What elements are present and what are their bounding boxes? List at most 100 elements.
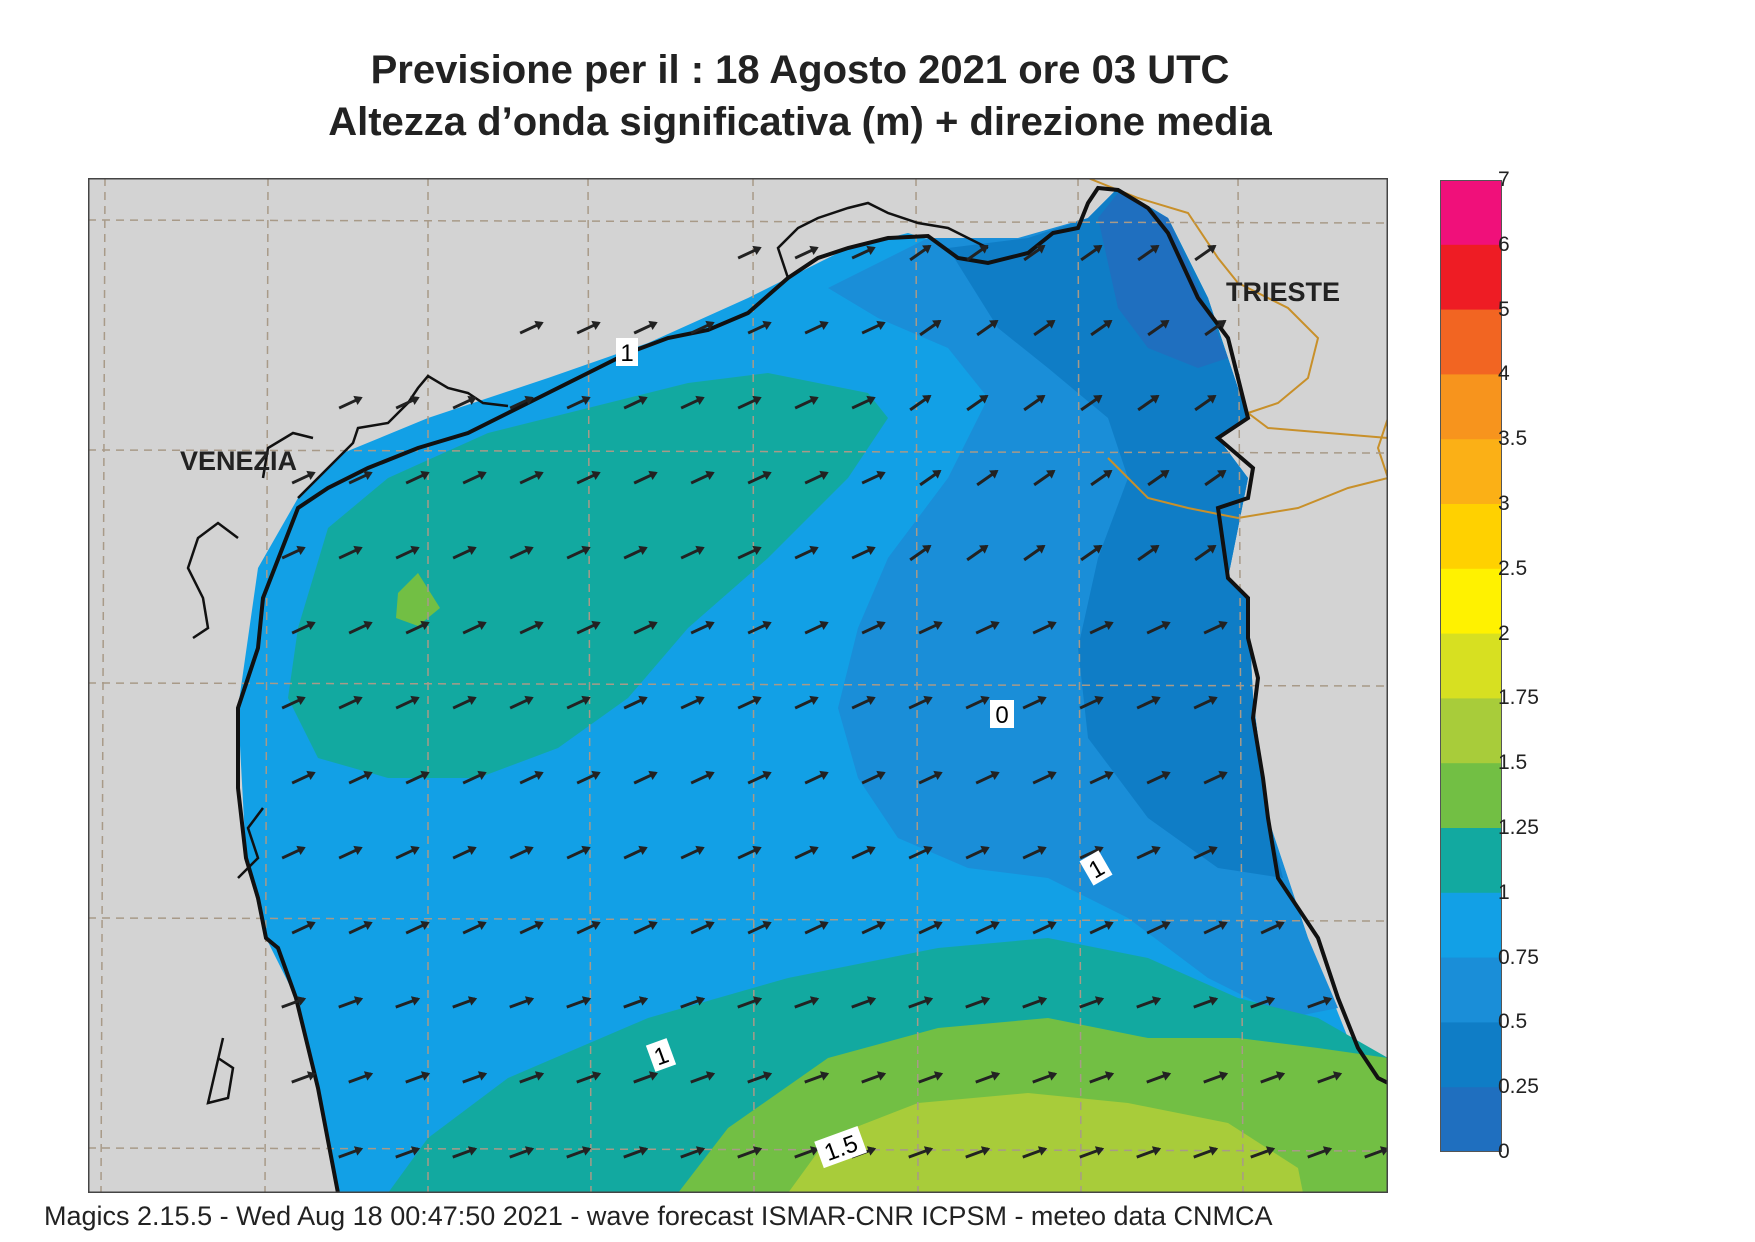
wave-direction-arrow-icon <box>395 845 420 860</box>
wave-direction-arrow-icon <box>405 470 430 485</box>
wave-direction-arrow-icon <box>348 470 373 485</box>
wave-direction-arrow-icon <box>509 996 535 1009</box>
wave-direction-arrow-icon <box>623 996 649 1009</box>
wave-direction-arrow-icon <box>690 920 715 935</box>
wave-direction-arrow-icon <box>737 395 762 410</box>
wave-direction-arrow-icon <box>566 545 591 560</box>
wave-direction-arrow-icon <box>1136 1146 1162 1159</box>
wave-direction-arrow-icon <box>509 395 534 410</box>
colorbar-tick-label: 0.5 <box>1498 1010 1528 1034</box>
wave-direction-arrow-icon <box>291 1071 317 1084</box>
wave-direction-arrow-icon <box>1137 244 1160 262</box>
contour-label-0-east: 0 <box>990 700 1014 729</box>
colorbar-tick-label: 2.5 <box>1498 556 1528 580</box>
wave-direction-arrow-icon <box>623 695 648 710</box>
wave-direction-arrow-icon <box>919 469 942 487</box>
wave-direction-arrow-icon <box>395 545 420 560</box>
wave-direction-arrow-icon <box>966 244 989 262</box>
colorbar-tick-label: 0.75 <box>1498 945 1539 969</box>
wave-direction-arrow-icon <box>861 320 886 335</box>
sea-band-125-15-west <box>396 573 440 626</box>
wave-direction-arrow-icon <box>281 545 306 560</box>
wave-direction-arrow-icon <box>861 920 886 935</box>
wave-direction-arrow-icon <box>737 1146 763 1159</box>
chart-title-line-1: Previsione per il : 18 Agosto 2021 ore 0… <box>370 48 1230 92</box>
wave-direction-arrow-icon <box>462 470 487 485</box>
wave-direction-arrow-icon <box>861 620 886 635</box>
colorbar-cell <box>1440 568 1502 635</box>
colorbar-cell <box>1440 439 1502 505</box>
wave-direction-arrow-icon <box>737 245 762 260</box>
wave-direction-arrow-icon <box>338 395 363 410</box>
colorbar-tick-label: 2 <box>1498 621 1510 645</box>
wave-direction-arrow-icon <box>794 996 820 1009</box>
wave-direction-arrow-icon <box>452 395 477 410</box>
wave-direction-arrow-icon <box>1032 770 1057 785</box>
wave-direction-arrow-icon <box>462 770 487 785</box>
wave-direction-arrow-icon <box>566 1146 592 1159</box>
wave-direction-arrow-icon <box>338 1146 364 1159</box>
wave-direction-arrow-icon <box>291 470 316 485</box>
coastline <box>236 185 1388 1193</box>
colorbar-tick-label: 4 <box>1498 362 1510 386</box>
colorbar-cell <box>1440 1087 1502 1152</box>
colorbar-tick-label: 1.25 <box>1498 816 1539 839</box>
wave-direction-arrow-icon <box>1079 695 1104 710</box>
wave-direction-arrow-icon <box>576 1071 602 1084</box>
wave-direction-arrow-icon <box>462 920 487 935</box>
wave-direction-arrow-icon <box>338 996 364 1009</box>
wave-direction-arrow-icon <box>623 395 648 410</box>
wave-direction-arrow-icon <box>909 394 932 412</box>
sea-band-15-175-south <box>788 1093 1303 1193</box>
wave-direction-arrow-icon <box>965 996 991 1009</box>
wave-direction-arrow-icon <box>1193 845 1218 860</box>
wave-direction-arrow-icon <box>1022 695 1047 710</box>
wave-direction-arrow-icon <box>794 695 819 710</box>
wave-direction-arrow-icon <box>1023 394 1046 412</box>
wave-direction-arrow-icon <box>576 470 601 485</box>
wave-direction-arrow-icon <box>747 470 772 485</box>
wave-direction-arrow-icon <box>1079 996 1105 1009</box>
colorbar-cells <box>1440 180 1502 1152</box>
wave-direction-arrow-icon <box>919 319 942 337</box>
wave-direction-arrow-icon <box>851 245 876 260</box>
colorbar-cell <box>1440 892 1502 959</box>
wave-direction-arrow-icon <box>519 770 544 785</box>
wave-direction-arrow-icon <box>1147 319 1170 337</box>
wave-direction-arrow-icon <box>851 545 876 560</box>
colorbar-cell <box>1440 957 1502 1023</box>
wave-direction-arrow-icon <box>1033 469 1056 487</box>
wave-direction-arrow-icon <box>918 620 943 635</box>
wave-direction-arrow-icon <box>908 996 934 1009</box>
wave-direction-arrow-icon <box>1260 920 1285 935</box>
wave-direction-arrow-icon <box>1317 1071 1343 1084</box>
wave-direction-arrow-icon <box>747 1071 773 1084</box>
wave-direction-arrow-icon <box>794 395 819 410</box>
wave-direction-arrow-icon <box>1022 845 1047 860</box>
wave-direction-arrow-icon <box>281 996 307 1009</box>
wave-direction-arrow-icon <box>509 845 534 860</box>
wave-direction-arrow-icon <box>1089 1071 1115 1084</box>
wave-direction-arrow-icon <box>633 470 658 485</box>
wave-direction-arrow-icon <box>918 770 943 785</box>
wave-direction-arrow-icon <box>851 695 876 710</box>
wave-direction-arrow-icon <box>976 319 999 337</box>
chart-title-line-2: Altezza d’onda significativa (m) + direz… <box>328 100 1272 144</box>
wave-direction-arrow-icon <box>851 845 876 860</box>
wave-direction-arrow-icon <box>395 996 421 1009</box>
wave-direction-arrow-icon <box>1193 1146 1219 1159</box>
wave-direction-arrow-icon <box>509 695 534 710</box>
wave-direction-arrow-icon <box>452 1146 478 1159</box>
wave-direction-arrow-icon <box>918 920 943 935</box>
colorbar-tick-label: 0.25 <box>1498 1075 1539 1099</box>
colorbar-tick-label: 1.5 <box>1498 751 1528 775</box>
wave-direction-arrow-icon <box>680 845 705 860</box>
wave-direction-arrow-icon <box>1137 394 1160 412</box>
wave-direction-arrow-icon <box>1033 319 1056 337</box>
wave-direction-arrow-icon <box>1022 1146 1048 1159</box>
wave-direction-arrow-icon <box>1137 544 1160 562</box>
wave-direction-arrow-icon <box>690 1071 716 1084</box>
wave-direction-arrow-icon <box>690 620 715 635</box>
svg-text:0: 0 <box>995 702 1008 729</box>
wave-direction-arrow-icon <box>623 1146 649 1159</box>
